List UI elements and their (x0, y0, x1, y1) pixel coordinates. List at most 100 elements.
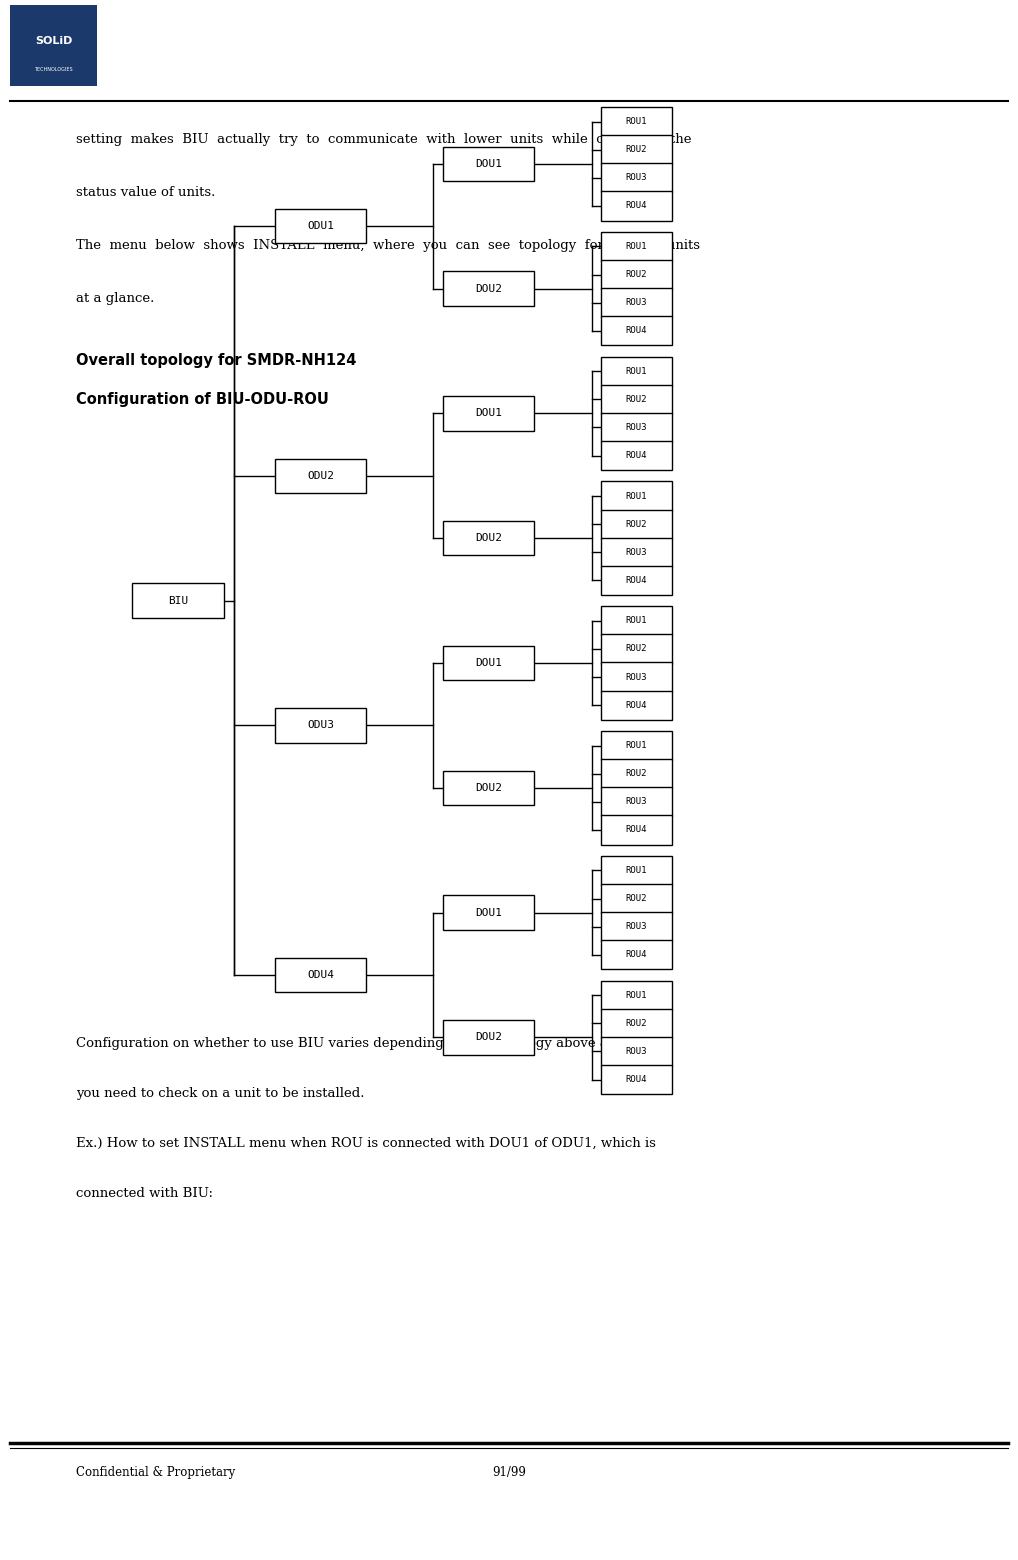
Bar (601, 136, 672, 164)
Text: DOU1: DOU1 (475, 409, 502, 418)
Bar (443, 895, 534, 930)
Bar (443, 147, 534, 181)
Bar (443, 1020, 534, 1055)
Bar (132, 583, 224, 618)
Text: connected with BIU:: connected with BIU: (76, 1187, 214, 1200)
Bar (601, 663, 672, 691)
Text: ROU4: ROU4 (625, 700, 647, 710)
Bar (601, 108, 672, 136)
Bar (275, 708, 366, 743)
Text: ROU1: ROU1 (625, 491, 647, 501)
Bar (275, 958, 366, 992)
Bar (601, 760, 672, 788)
Bar (601, 510, 672, 538)
Bar (443, 521, 534, 555)
Text: Configuration on whether to use BIU varies depending on the topology above and s: Configuration on whether to use BIU vari… (76, 1037, 644, 1050)
Text: DOU1: DOU1 (475, 908, 502, 917)
Bar (601, 192, 672, 220)
Bar (601, 732, 672, 760)
Bar (601, 164, 672, 192)
Text: Overall topology for SMDR-NH124: Overall topology for SMDR-NH124 (76, 353, 356, 368)
Bar (601, 856, 672, 885)
Bar (601, 357, 672, 385)
Bar (601, 607, 672, 635)
Text: ROU1: ROU1 (625, 866, 647, 875)
Text: ROU4: ROU4 (625, 950, 647, 959)
Bar (275, 459, 366, 493)
Bar (601, 885, 672, 913)
Bar (601, 691, 672, 719)
Text: ROU4: ROU4 (625, 201, 647, 211)
Text: ROU1: ROU1 (625, 616, 647, 626)
Bar (443, 646, 534, 680)
Text: ROU1: ROU1 (625, 117, 647, 126)
Text: Confidential & Proprietary: Confidential & Proprietary (76, 1466, 235, 1479)
Text: DOU1: DOU1 (475, 159, 502, 168)
Text: ROU4: ROU4 (625, 326, 647, 335)
Text: ROU3: ROU3 (625, 423, 647, 432)
Text: ROU4: ROU4 (625, 451, 647, 460)
Text: ROU2: ROU2 (625, 519, 647, 529)
Text: TECHNOLOGIES: TECHNOLOGIES (35, 67, 72, 72)
Text: ROU2: ROU2 (625, 894, 647, 903)
Text: ROU1: ROU1 (625, 741, 647, 750)
Text: ROU3: ROU3 (625, 298, 647, 307)
Text: ROU2: ROU2 (625, 1019, 647, 1028)
Text: ROU3: ROU3 (625, 1047, 647, 1056)
Text: ROU1: ROU1 (625, 242, 647, 251)
Text: ROU2: ROU2 (625, 395, 647, 404)
Text: ROU3: ROU3 (625, 922, 647, 931)
Text: DOU2: DOU2 (475, 284, 502, 293)
Text: setting  makes  BIU  actually  try  to  communicate  with  lower  units  while  : setting makes BIU actually try to commun… (76, 133, 692, 145)
Bar (601, 1009, 672, 1037)
Bar (601, 289, 672, 317)
Bar (601, 635, 672, 663)
Text: ROU1: ROU1 (625, 991, 647, 1000)
Bar (601, 941, 672, 969)
Text: BIU: BIU (168, 596, 188, 605)
Text: DOU2: DOU2 (475, 783, 502, 792)
Text: ROU4: ROU4 (625, 1075, 647, 1084)
Bar (601, 913, 672, 941)
Bar (443, 396, 534, 431)
Text: ROU2: ROU2 (625, 644, 647, 654)
Text: ROU2: ROU2 (625, 769, 647, 778)
Bar (443, 771, 534, 805)
Text: ROU2: ROU2 (625, 270, 647, 279)
Bar (601, 1065, 672, 1094)
Text: The  menu  below  shows  INSTALL  menu,  where  you  can  see  topology  for  ov: The menu below shows INSTALL menu, where… (76, 239, 700, 251)
Bar (601, 981, 672, 1009)
Text: at a glance.: at a glance. (76, 292, 155, 304)
Bar (601, 566, 672, 594)
Bar (601, 261, 672, 289)
Text: DOU2: DOU2 (475, 1033, 502, 1042)
Text: DOU2: DOU2 (475, 534, 502, 543)
Bar (601, 1037, 672, 1065)
Bar (601, 413, 672, 441)
Text: ROU4: ROU4 (625, 576, 647, 585)
Text: SOLiD: SOLiD (35, 36, 72, 47)
Text: DOU1: DOU1 (475, 658, 502, 668)
Text: you need to check on a unit to be installed.: you need to check on a unit to be instal… (76, 1087, 364, 1100)
Bar (601, 538, 672, 566)
Bar (601, 788, 672, 816)
Bar (601, 385, 672, 413)
Text: ODU4: ODU4 (307, 970, 334, 980)
FancyBboxPatch shape (10, 5, 97, 86)
Bar (601, 232, 672, 261)
Text: ROU3: ROU3 (625, 548, 647, 557)
Bar (275, 209, 366, 243)
Bar (601, 441, 672, 470)
Text: ROU3: ROU3 (625, 797, 647, 807)
Text: ROU3: ROU3 (625, 672, 647, 682)
Bar (601, 816, 672, 844)
Text: ROU2: ROU2 (625, 145, 647, 154)
Text: Configuration of BIU-ODU-ROU: Configuration of BIU-ODU-ROU (76, 392, 329, 407)
Bar (601, 317, 672, 345)
Bar (443, 271, 534, 306)
Text: status value of units.: status value of units. (76, 186, 216, 198)
Text: ROU4: ROU4 (625, 825, 647, 835)
Bar (601, 482, 672, 510)
Text: ROU1: ROU1 (625, 367, 647, 376)
Text: ODU1: ODU1 (307, 222, 334, 231)
